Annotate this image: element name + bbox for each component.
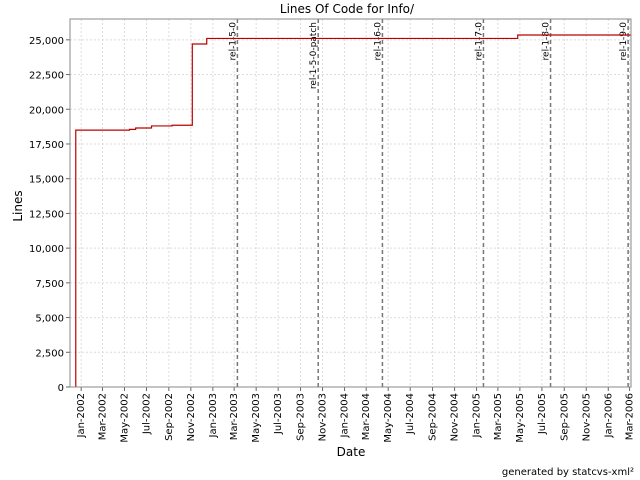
y-tick-label: 10,000	[29, 244, 64, 255]
x-tick-label: Sep-2002	[164, 393, 175, 441]
y-tick-label: 5,000	[35, 314, 64, 325]
y-axis-label: Lines	[11, 190, 25, 221]
x-tick-label: Nov-2002	[186, 393, 197, 441]
x-tick-label: Jul-2004	[405, 393, 416, 435]
grid-layer	[70, 19, 631, 387]
x-tick-label: Sep-2005	[559, 393, 570, 441]
series-layer	[75, 34, 631, 387]
x-tick-label: Jan-2006	[603, 393, 614, 438]
x-tick-label: May-2003	[251, 393, 262, 443]
release-marker-label: rel-1-6-0	[373, 22, 383, 61]
chart-title: Lines Of Code for Info/	[280, 2, 415, 16]
y-tick-label: 22,500	[29, 71, 64, 82]
y-tick-label: 20,000	[29, 105, 64, 116]
x-tick-label: Jan-2003	[208, 393, 219, 438]
x-tick-label: Jul-2003	[273, 393, 284, 435]
loc-series-line	[75, 34, 631, 387]
generated-by-footer: generated by statcvs-xml²	[502, 467, 634, 478]
y-tick-label: 0	[58, 383, 64, 394]
release-marker-label: rel-1-9-0	[619, 22, 629, 61]
x-tick-label: Mar-2002	[97, 393, 108, 440]
x-tick-label: Sep-2003	[296, 393, 307, 441]
x-tick-label: Jul-2005	[537, 393, 548, 435]
x-tick-label: Jul-2002	[141, 393, 152, 435]
x-tick-label: Sep-2004	[428, 393, 439, 441]
x-tick-label: Mar-2005	[493, 393, 504, 440]
x-tick-label: Nov-2005	[581, 393, 592, 441]
axes: 0 2,500 5,000 7,500 10,000 12,500 15,000 17,500…	[29, 18, 636, 443]
y-tick-label: 15,000	[29, 175, 64, 186]
release-marker-label: rel-1-8-0	[542, 22, 552, 61]
y-tick-label: 12,500	[29, 209, 64, 220]
release-marker-label: rel-1-7-0	[474, 22, 484, 61]
x-tick-label: Mar-2006	[625, 393, 636, 440]
plot-area	[70, 19, 631, 387]
plot-frame	[69, 18, 632, 388]
x-tick-label: Nov-2003	[318, 393, 329, 441]
x-tick-label: Jan-2004	[340, 393, 351, 438]
y-tick-label: 25,000	[29, 36, 64, 47]
release-markers: rel-1-5-0 rel-1-5-0-patch rel-1-6-0 rel-1-7…	[228, 19, 629, 387]
release-marker-label: rel-1-5-0	[228, 22, 238, 61]
x-tick-label: May-2004	[383, 393, 394, 443]
x-tick-label: May-2002	[119, 393, 130, 443]
x-tick-label: Mar-2003	[229, 393, 240, 440]
x-tick-label: Jan-2005	[472, 393, 483, 438]
y-tick-label: 17,500	[29, 140, 64, 151]
x-tick-label: Nov-2004	[450, 393, 461, 441]
y-tick-label: 7,500	[35, 279, 64, 290]
x-axis-label: Date	[337, 445, 366, 459]
x-tick-label: Jan-2002	[76, 393, 87, 438]
x-tick-label: May-2005	[515, 393, 526, 443]
x-tick-label: Mar-2004	[361, 393, 372, 440]
release-marker-label: rel-1-5-0-patch	[309, 22, 319, 89]
y-tick-label: 2,500	[35, 348, 64, 359]
